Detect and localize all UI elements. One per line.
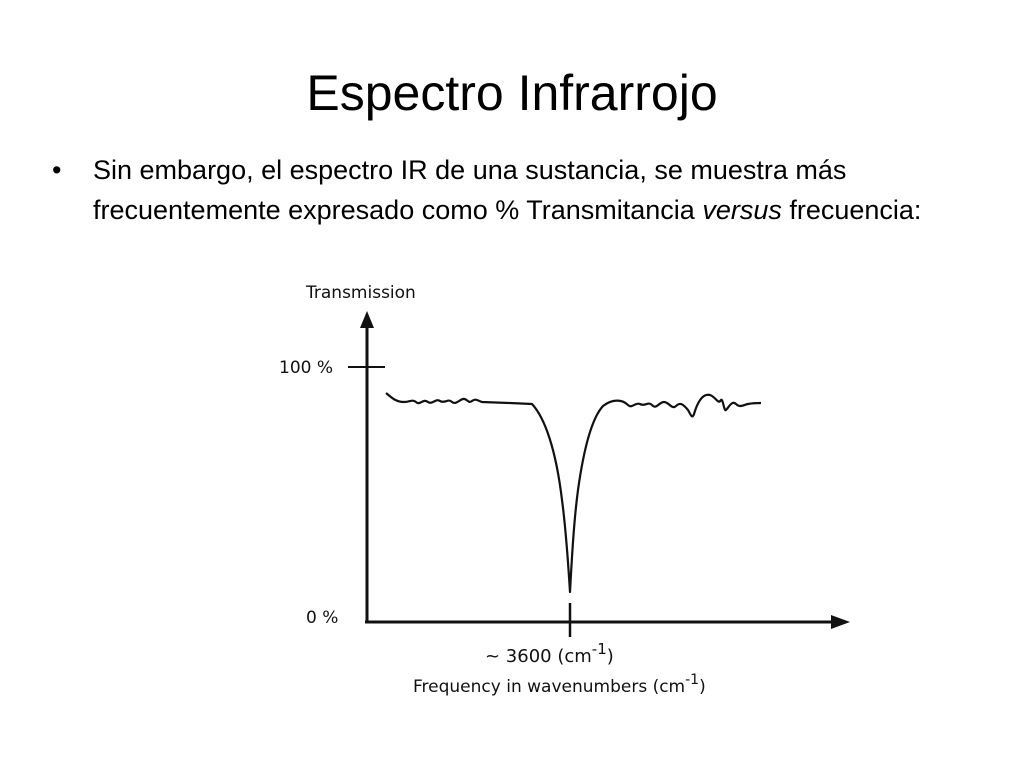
x-marker-label: ~ 3600 (cm-1)	[485, 640, 614, 667]
x-marker-label-close: )	[607, 646, 614, 667]
x-axis-label-sup: -1	[685, 672, 699, 688]
spectrum-line	[385, 392, 762, 594]
y-tick-label-0: 0 %	[306, 608, 338, 628]
bullet-text-italic: versus	[702, 195, 782, 225]
slide-title: Espectro Infrarrojo	[306, 65, 718, 121]
x-axis-label-close: )	[699, 677, 706, 697]
x-axis-arrow	[831, 615, 850, 629]
x-marker-label-text: ~ 3600 (cm	[485, 646, 592, 667]
x-axis-label-text: Frequency in wavenumbers (cm	[413, 677, 685, 697]
y-tick-label-100: 100 %	[279, 358, 333, 378]
y-axis-arrow	[360, 311, 374, 328]
bullet-marker: •	[52, 155, 62, 185]
bullet-text-end: frecuencia:	[781, 195, 922, 225]
bullet-text: Sin embargo, el espectro IR de una susta…	[93, 150, 972, 230]
bullet-item: • Sin embargo, el espectro IR de una sus…	[52, 150, 972, 230]
bullet-text-start: Sin embargo, el espectro IR de una susta…	[93, 155, 847, 225]
y-axis-label: Transmission	[305, 283, 416, 303]
x-axis-label: Frequency in wavenumbers (cm-1)	[413, 672, 706, 697]
x-marker-label-sup: -1	[592, 640, 607, 658]
